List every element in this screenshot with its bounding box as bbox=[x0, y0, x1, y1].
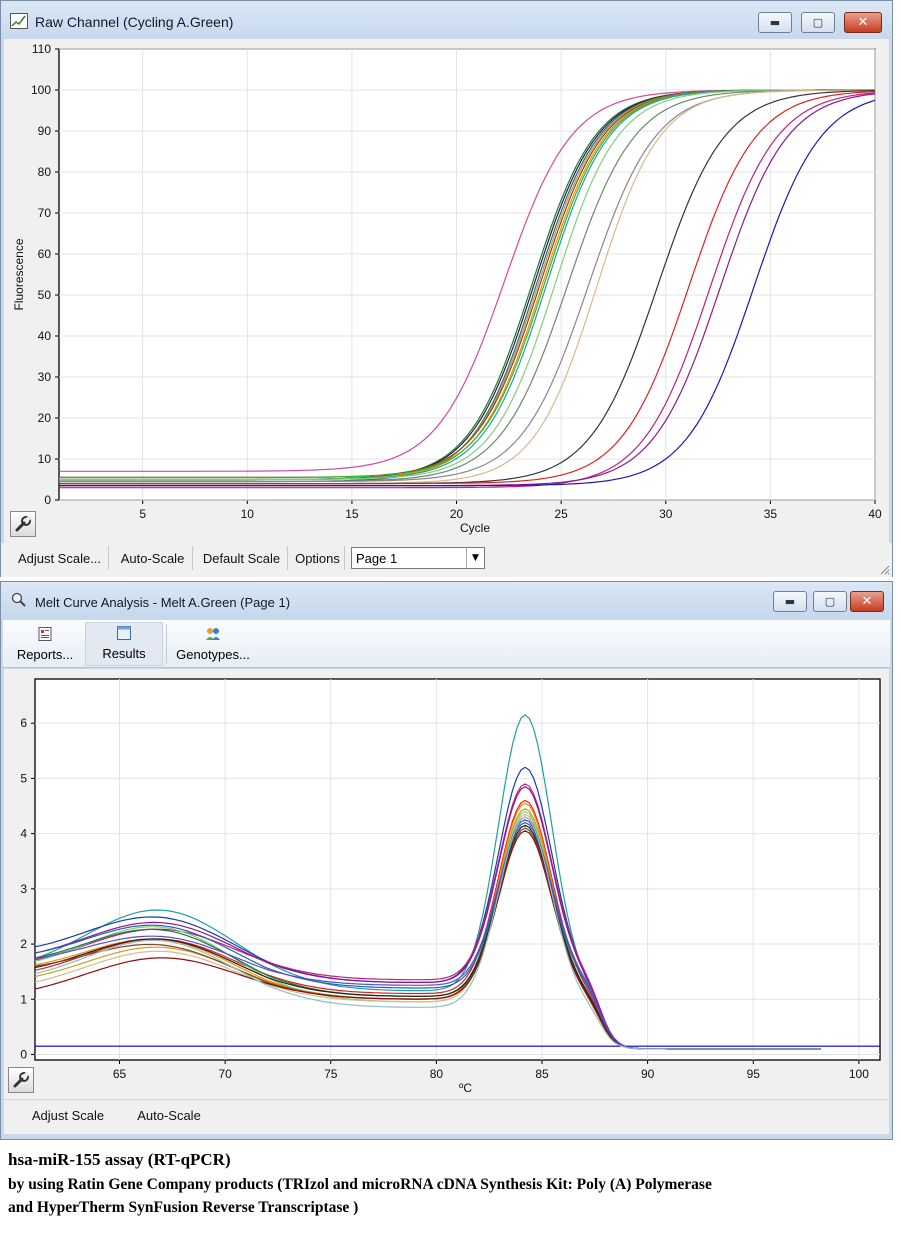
page-select-value: Page 1 bbox=[356, 551, 398, 566]
melt-toolbar: Adjust Scale Auto-Scale bbox=[4, 1100, 889, 1134]
x-tick-label: 25 bbox=[554, 507, 568, 521]
y-tick-label: 80 bbox=[38, 165, 52, 179]
adjust-scale-button[interactable]: Adjust Scale... bbox=[11, 546, 109, 570]
amplification-chart: 5 10 15 20 25 30 35 40 0 10 20 30 40 50 60 70 80 90 100 110… bbox=[12, 42, 882, 535]
raw-channel-toolbar: Adjust Scale... Auto-Scale Default Scale… bbox=[1, 543, 892, 577]
auto-scale-button[interactable]: Auto-Scale bbox=[137, 1107, 201, 1123]
maximize-button[interactable]: ▢ bbox=[813, 591, 847, 612]
results-label: Results bbox=[102, 646, 146, 661]
y-tick-label: 20 bbox=[38, 411, 52, 425]
x-tick-label: 65 bbox=[113, 1067, 127, 1081]
genotypes-icon bbox=[206, 628, 220, 640]
close-icon: ✕ bbox=[861, 594, 873, 609]
maximize-icon: ▢ bbox=[812, 16, 824, 29]
plot-settings-button[interactable] bbox=[8, 1067, 34, 1093]
y-tick-label: 60 bbox=[38, 247, 52, 261]
y-tick-label: 0 bbox=[20, 1047, 27, 1061]
chevron-down-icon[interactable]: ▼ bbox=[466, 548, 484, 568]
minimize-button[interactable]: ▬ bbox=[773, 591, 807, 612]
window-title: Melt Curve Analysis - Melt A.Green (Page… bbox=[35, 595, 291, 610]
x-tick-label: 30 bbox=[659, 507, 673, 521]
series-line bbox=[34, 816, 821, 1050]
x-tick-label: 40 bbox=[868, 507, 882, 521]
y-tick-label: 30 bbox=[38, 370, 52, 384]
maximize-icon: ▢ bbox=[824, 595, 836, 608]
y-tick-label: 70 bbox=[38, 206, 52, 220]
results-button[interactable]: Results bbox=[85, 622, 163, 666]
x-tick-label: 20 bbox=[450, 507, 464, 521]
x-tick-label: 90 bbox=[641, 1067, 655, 1081]
magnifier-icon bbox=[11, 592, 26, 607]
y-tick-label: 6 bbox=[20, 716, 27, 730]
x-tick-label: 5 bbox=[139, 507, 146, 521]
y-tick-label: 5 bbox=[20, 771, 27, 785]
y-tick-label: 3 bbox=[20, 882, 27, 896]
wrench-icon bbox=[15, 516, 31, 532]
y-tick-label: 4 bbox=[20, 827, 27, 841]
y-tick-label: 110 bbox=[32, 42, 51, 56]
series-line bbox=[59, 90, 876, 485]
window-title: Raw Channel (Cycling A.Green) bbox=[35, 14, 234, 30]
reports-label: Reports... bbox=[16, 647, 74, 662]
resize-grip-icon[interactable] bbox=[878, 563, 890, 575]
maximize-button[interactable]: ▢ bbox=[801, 12, 835, 33]
ribbon-separator bbox=[166, 624, 167, 664]
chart-icon bbox=[10, 13, 28, 29]
raw-channel-plot-area: 5 10 15 20 25 30 35 40 0 10 20 30 40 50 60 70 80 90 100 110… bbox=[4, 39, 889, 543]
x-tick-label: 95 bbox=[747, 1067, 761, 1081]
melt-curve-window: Melt Curve Analysis - Melt A.Green (Page… bbox=[0, 581, 893, 1140]
adjust-scale-button[interactable]: Adjust Scale bbox=[31, 1107, 105, 1123]
x-tick-label: 75 bbox=[324, 1067, 338, 1081]
auto-scale-button[interactable]: Auto-Scale bbox=[113, 546, 193, 570]
results-icon bbox=[117, 626, 131, 640]
wrench-icon bbox=[13, 1072, 29, 1088]
minimize-icon: ▬ bbox=[769, 16, 781, 29]
plot-frame bbox=[34, 678, 881, 1061]
y-axis-label: Fluorescence bbox=[12, 238, 26, 310]
y-tick-label: 2 bbox=[20, 937, 27, 951]
series-line bbox=[59, 89, 875, 481]
raw-channel-window: Raw Channel (Cycling A.Green) ▬ ▢ ✕ 5 10 1… bbox=[0, 0, 893, 577]
default-scale-button[interactable]: Default Scale bbox=[196, 546, 288, 570]
melt-plot-area: 657075808590951000123456ºCdF/dT bbox=[4, 669, 889, 1099]
minimize-button[interactable]: ▬ bbox=[758, 12, 792, 33]
y-tick-label: 1 bbox=[20, 992, 27, 1006]
minimize-icon: ▬ bbox=[784, 595, 796, 608]
y-tick-label: 50 bbox=[38, 288, 52, 302]
x-tick-label: 80 bbox=[430, 1067, 444, 1081]
x-axis-label: Cycle bbox=[460, 521, 490, 535]
caption-title: hsa-miR-155 assay (RT-qPCR) bbox=[8, 1150, 231, 1169]
x-axis-label: ºC bbox=[459, 1081, 472, 1095]
genotypes-label: Genotypes... bbox=[176, 647, 250, 662]
y-tick-label: 0 bbox=[44, 493, 51, 507]
y-tick-label: 10 bbox=[38, 452, 52, 466]
x-tick-label: 15 bbox=[345, 507, 359, 521]
melt-ribbon: Reports... Results Genotypes... bbox=[3, 620, 890, 668]
y-tick-label: 100 bbox=[31, 83, 51, 97]
y-tick-label: 90 bbox=[38, 124, 52, 138]
close-button[interactable]: ✕ bbox=[850, 591, 884, 612]
x-tick-label: 100 bbox=[849, 1067, 869, 1081]
caption-line: by using Ratin Gene Company products (TR… bbox=[8, 1176, 712, 1193]
genotypes-button[interactable]: Genotypes... bbox=[171, 622, 255, 666]
window-titlebar[interactable]: Raw Channel (Cycling A.Green) ▬ ▢ ✕ bbox=[1, 1, 892, 39]
page-select[interactable]: Page 1 ▼ bbox=[351, 547, 485, 569]
x-tick-label: 85 bbox=[535, 1067, 549, 1081]
reports-button[interactable]: Reports... bbox=[9, 622, 81, 666]
x-tick-label: 10 bbox=[241, 507, 255, 521]
window-titlebar[interactable]: Melt Curve Analysis - Melt A.Green (Page… bbox=[1, 582, 892, 616]
caption-line: and HyperTherm SynFusion Reverse Transcr… bbox=[8, 1199, 359, 1216]
series-line bbox=[59, 99, 876, 487]
series-line bbox=[59, 92, 876, 489]
y-tick-label: 40 bbox=[38, 329, 52, 343]
close-button[interactable]: ✕ bbox=[844, 12, 882, 33]
close-icon: ✕ bbox=[857, 15, 869, 30]
options-button[interactable]: Options bbox=[291, 546, 345, 570]
x-tick-label: 35 bbox=[764, 507, 778, 521]
plot-frame bbox=[58, 48, 876, 501]
plot-settings-button[interactable] bbox=[10, 511, 36, 537]
x-tick-label: 70 bbox=[218, 1067, 232, 1081]
reports-icon bbox=[38, 627, 52, 641]
melt-curve-chart: 657075808590951000123456ºCdF/dT bbox=[20, 678, 881, 1095]
